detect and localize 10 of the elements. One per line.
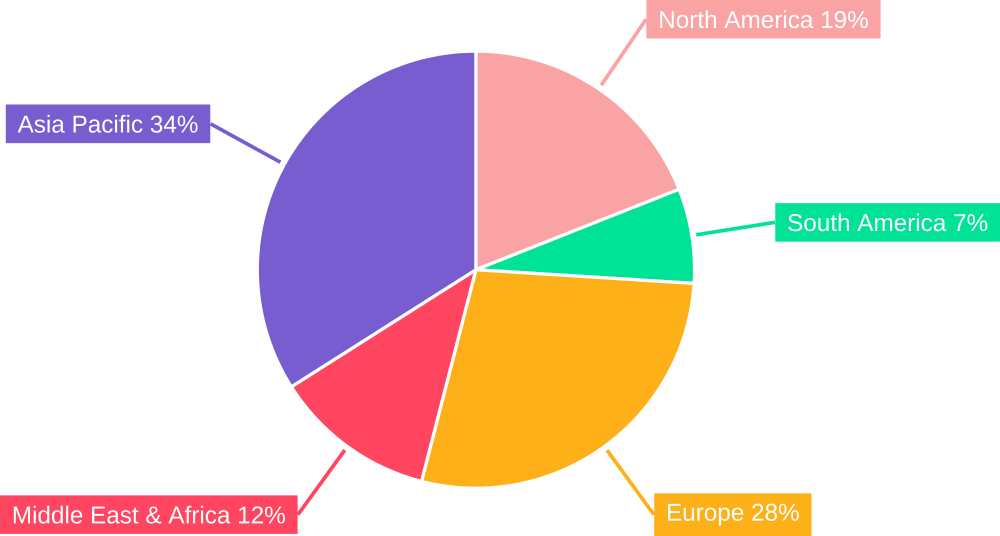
slice-label: Europe [668, 504, 744, 526]
data-label: 7% [954, 214, 988, 232]
data-label: 28% [752, 504, 799, 521]
data-label: 12% [239, 506, 285, 524]
slice-label: Middle East & Africa [14, 506, 230, 524]
data-label: 34% [150, 116, 198, 133]
data-label: 19% [822, 10, 868, 28]
slice-label: Asia Pacific [18, 114, 142, 133]
slice-label: South America [788, 213, 946, 232]
slice-label: North America [660, 10, 814, 28]
